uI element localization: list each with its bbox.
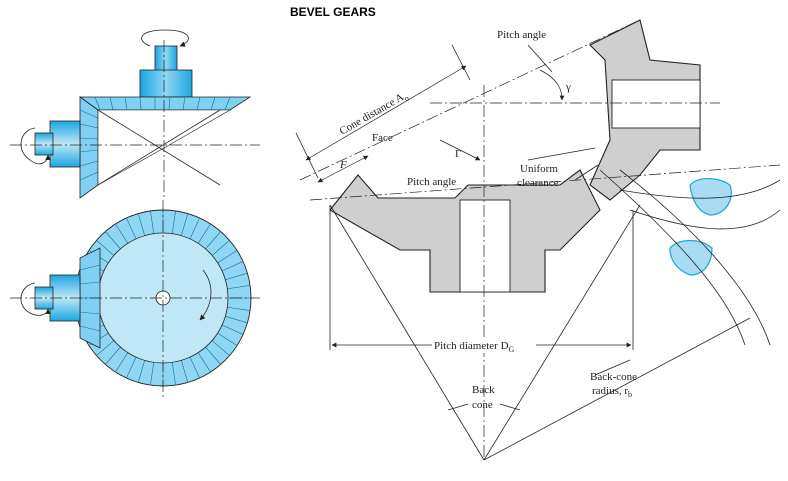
rotation-arrow-icon	[20, 127, 51, 165]
rotation-arrow-icon	[20, 282, 51, 316]
gear-tooth	[126, 357, 137, 379]
gear-tooth	[205, 346, 221, 365]
rotation-arrow-icon	[141, 29, 189, 47]
gear-tooth	[137, 213, 145, 236]
gear-tooth	[225, 272, 248, 280]
label-cone: cone	[472, 399, 493, 411]
end-view-gear-pair	[10, 200, 260, 400]
label-pitch-angle-top: Pitch angle	[497, 29, 546, 41]
gear-tooth	[189, 217, 200, 239]
label-pitch-diameter: Pitch diameter DG	[434, 340, 515, 354]
label-pitch-angle-mid: Pitch angle	[407, 176, 456, 188]
gear-tooth	[105, 346, 121, 365]
gear-tooth	[211, 340, 230, 356]
gear-tooth	[217, 250, 238, 264]
gear-tooth	[227, 306, 251, 311]
label-back: Back	[472, 384, 495, 396]
label-clearance: clearance	[517, 177, 559, 189]
gear-tooth	[137, 360, 145, 383]
gear-tooth	[115, 352, 129, 373]
label-F: F	[339, 159, 347, 171]
gear-tooth	[205, 231, 221, 250]
gear-tooth	[150, 210, 155, 234]
label-face: Face	[372, 132, 393, 144]
gear-tooth	[105, 231, 121, 250]
label-back-cone: Back-cone	[590, 371, 637, 383]
label-radius: radius, rb	[592, 385, 632, 399]
label-uniform: Uniform	[520, 163, 558, 175]
gear-tooth	[217, 332, 238, 346]
gear-tooth	[225, 316, 248, 324]
page-title: BEVEL GEARS	[290, 5, 376, 19]
gear-tooth	[171, 362, 176, 386]
gear-tooth	[211, 240, 230, 256]
gear-tooth	[171, 210, 176, 234]
gear-tooth	[227, 285, 251, 290]
gear-tooth	[181, 360, 189, 383]
gear-tooth	[222, 261, 244, 272]
gear-tooth	[115, 223, 129, 244]
gear-tooth	[181, 213, 189, 236]
gear-tooth	[126, 217, 137, 239]
gear-tooth	[222, 324, 244, 335]
label-gamma: γ	[565, 81, 571, 93]
bevel-gear-cross-section	[295, 19, 781, 461]
gear-tooth	[197, 223, 211, 244]
label-Gamma: Γ	[455, 148, 461, 160]
gear-tooth	[150, 362, 155, 386]
gear-tooth	[96, 240, 115, 256]
gear-tooth	[197, 352, 211, 373]
rotation-arrow-icon	[199, 269, 212, 321]
gear-tooth	[96, 340, 115, 356]
gear-tooth	[189, 357, 200, 379]
side-view-gear-pair	[10, 29, 260, 200]
